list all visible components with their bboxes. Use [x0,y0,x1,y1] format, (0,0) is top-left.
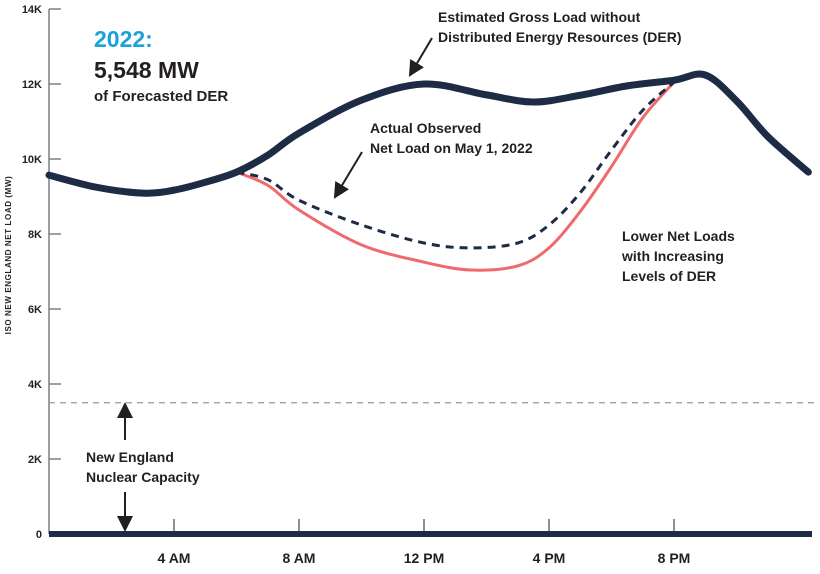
lower-label-1: Lower Net Loads [622,228,735,244]
gross-label-2: Distributed Energy Resources (DER) [438,29,682,45]
der-caption: of Forecasted DER [94,88,229,105]
x-tick-label: 4 AM [158,550,191,566]
observed-arrow-icon [333,151,363,199]
lower-label-3: Levels of DER [622,268,717,284]
y-axis-label: ISO NEW ENGLAND NET LOAD (MW) [4,176,13,335]
gross-arrow-icon [408,37,433,77]
y-tick-label: 2K [28,454,42,466]
der-value: 5,548 MW [94,57,199,83]
y-tick-label: 6K [28,304,42,316]
lower-net-load-line [235,80,676,272]
nuclear-label-2: Nuclear Capacity [86,469,200,485]
x-tick-label: 12 PM [404,550,444,566]
gross-label-1: Estimated Gross Load without [438,9,641,25]
observed-label-2: Net Load on May 1, 2022 [370,140,533,156]
year-label: 2022: [94,26,153,52]
nuclear-label-1: New England [86,449,174,465]
y-tick-label: 4K [28,379,42,391]
y-tick-label: 8K [28,229,42,241]
x-tick-label: 4 PM [533,550,566,566]
observed-net-load-line [236,81,676,250]
x-tick-label: 8 PM [658,550,691,566]
x-tick-label: 8 AM [283,550,316,566]
y-tick-label: 14K [22,4,42,16]
y-tick-label: 10K [22,154,42,166]
y-tick-label: 0 [36,529,42,541]
observed-label-1: Actual Observed [370,120,482,136]
lower-label-2: with Increasing [622,248,724,264]
gross-load-line [45,70,812,197]
y-tick-label: 12K [22,79,42,91]
